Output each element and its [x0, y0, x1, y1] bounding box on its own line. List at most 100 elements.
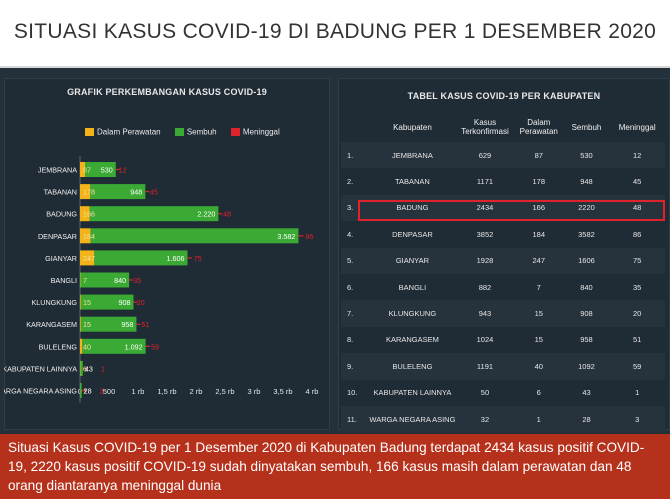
- legend-label: Dalam Perawatan: [97, 127, 161, 137]
- table-row: 6. BANGLI 882 7 840 35: [341, 273, 665, 301]
- meninggal-bar: [218, 213, 223, 215]
- table-cell: 3852: [456, 221, 514, 248]
- meninggal-bar: [81, 389, 86, 392]
- x-tick-label: 2 rb: [190, 387, 203, 396]
- table-cell: 1.: [341, 142, 369, 169]
- table-cell: KLUNGKUNG: [368, 300, 457, 327]
- table-cell: 1171: [456, 168, 514, 195]
- category-label: TABANAN: [44, 188, 77, 197]
- dalam-perawatan-value: 15: [83, 298, 91, 307]
- table-cell: 2220: [563, 194, 610, 222]
- table-cell: 15: [513, 326, 564, 354]
- table-cell: 20: [609, 300, 665, 327]
- table-cell: 2.: [341, 168, 369, 195]
- legend-swatch-yellow: [85, 127, 94, 136]
- table-cell: 86: [609, 221, 665, 248]
- table-cell: 48: [609, 194, 665, 222]
- table-cell: BANGLI: [368, 273, 457, 301]
- table-cell: 3582: [563, 221, 610, 248]
- dalam-perawatan-value: 184: [83, 232, 95, 241]
- legend-dalam-perawatan: Dalam Perawatan: [85, 127, 161, 136]
- table-row: 1. JEMBRANA 629 87 530 12: [341, 142, 665, 169]
- table-cell: 11.: [341, 405, 369, 433]
- x-tick-label: 3,5 rb: [273, 387, 292, 396]
- table-cell: 530: [563, 142, 610, 169]
- dalam-perawatan-value: 6: [83, 364, 87, 373]
- meninggal-value: 3: [100, 387, 104, 396]
- table-cell: 35: [609, 273, 665, 301]
- sembuh-value: 530: [101, 166, 113, 175]
- table-cell: 51: [609, 326, 665, 354]
- legend-label: Meninggal: [242, 127, 280, 137]
- table-row: 3. BADUNG 2434 166 2220 48: [341, 194, 665, 222]
- table-cell: 178: [513, 168, 564, 195]
- sembuh-bar: [80, 360, 83, 376]
- meninggal-value: 45: [150, 188, 158, 197]
- legend-label: Sembuh: [186, 127, 217, 137]
- table-cell: 8.: [341, 326, 369, 354]
- table-cell: 45: [609, 168, 665, 195]
- table-row: 10. KABUPATEN LAINNYA 50 6 43 1: [341, 379, 665, 406]
- table-cell: 6: [513, 379, 564, 406]
- category-label: KABUPATEN LAINNYA: [4, 364, 77, 373]
- bar-chart: 05001 rb1,5 rb2 rb2,5 rb3 rb3,5 rb4 rbJE…: [4, 156, 319, 404]
- table-cell: KARANGASEM: [368, 326, 457, 354]
- x-tick-label: 3 rb: [248, 387, 261, 396]
- sembuh-value: 958: [121, 320, 133, 329]
- meninggal-value: 59: [151, 342, 159, 351]
- meninggal-value: 48: [223, 210, 231, 219]
- dalam-perawatan-bar: [80, 338, 83, 354]
- sembuh-bar: [80, 316, 137, 332]
- dalam-perawatan-bar: [80, 228, 91, 244]
- table-cell: WARGA NEGARA ASING: [368, 405, 457, 433]
- category-label: BADUNG: [46, 210, 77, 219]
- dalam-perawatan-value: 178: [83, 188, 95, 197]
- column-header: Sembuh: [571, 122, 602, 132]
- sembuh-bar: [82, 338, 146, 354]
- table-row: 2. TABANAN 1171 178 948 45: [341, 168, 665, 195]
- dalam-perawatan-value: 247: [83, 254, 95, 263]
- sembuh-bar: [80, 294, 134, 310]
- sembuh-bar: [89, 206, 219, 222]
- table-row: 9. BULELENG 1191 40 1092 59: [341, 353, 665, 380]
- category-label: BULELENG: [39, 342, 78, 351]
- table-cell: 7: [513, 273, 564, 301]
- table-cell: 958: [563, 326, 610, 354]
- dalam-perawatan-value: 87: [83, 166, 91, 175]
- category-label: GIANYAR: [45, 254, 77, 263]
- x-tick-label: 500: [103, 387, 116, 396]
- table-cell: 629: [456, 142, 514, 169]
- table-cell: 1606: [563, 247, 610, 274]
- table-cell: 247: [513, 247, 564, 274]
- x-tick-label: 2,5 rb: [215, 387, 234, 396]
- table-cell: 1: [513, 405, 564, 433]
- sembuh-bar: [90, 228, 299, 244]
- table-cell: 948: [563, 168, 610, 195]
- table-cell: 4.: [341, 221, 369, 248]
- table-cell: 3.: [341, 194, 369, 222]
- table-cell: 59: [609, 353, 665, 380]
- table-cell: GIANYAR: [368, 247, 457, 274]
- category-label: DENPASAR: [38, 232, 77, 241]
- table-cell: 7.: [341, 300, 369, 327]
- table-cell: 87: [513, 142, 564, 169]
- dalam-perawatan-bar: [80, 316, 81, 332]
- table-cell: 15: [513, 300, 564, 327]
- table-cell: 184: [513, 221, 564, 248]
- chart-title: GRAFIK PERKEMBANGAN KASUS COVID-19: [67, 87, 267, 97]
- x-tick-label: 4 rb: [306, 387, 319, 396]
- table-header-row: Kabupaten Kasus Terkonfirmasi Dalam Perawa…: [341, 112, 665, 142]
- meninggal-value: 12: [118, 166, 126, 175]
- x-tick-label: 1 rb: [132, 387, 145, 396]
- table-cell: 50: [456, 379, 514, 406]
- table-cell: 28: [563, 405, 610, 433]
- badung-highlight: [358, 200, 665, 221]
- table-cell: 40: [513, 353, 564, 380]
- dalam-perawatan-value: 166: [83, 210, 95, 219]
- table-cell: 9.: [341, 353, 369, 380]
- table-title: TABEL KASUS COVID-19 PER KABUPATEN: [407, 91, 601, 101]
- table-row: 5. GIANYAR 1928 247 1606 75: [341, 247, 665, 274]
- table-cell: 12: [609, 142, 665, 169]
- category-label: KARANGASEM: [26, 320, 77, 329]
- table-cell: DENPASAR: [368, 221, 457, 248]
